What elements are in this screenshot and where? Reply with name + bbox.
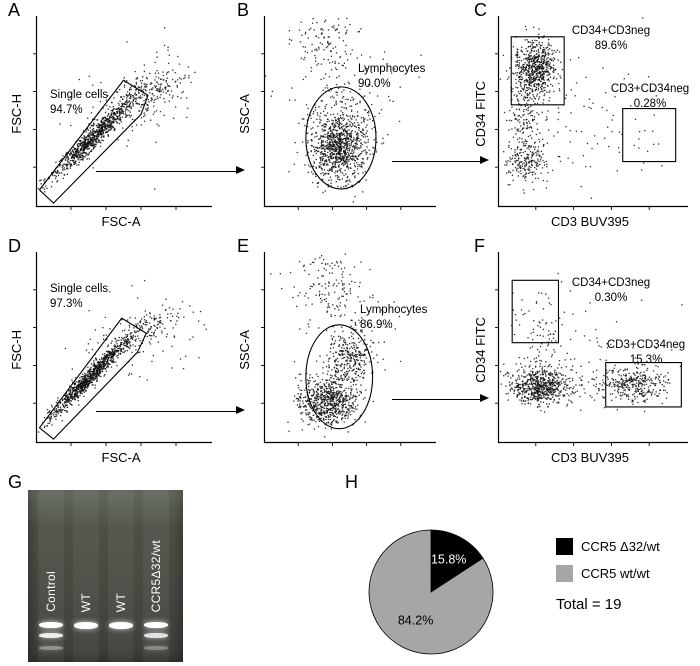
y-axis-label-f: CD34 FITC (472, 317, 488, 383)
legend-swatch (556, 538, 573, 555)
arrowhead-icon (480, 394, 489, 403)
gel-lane-ccr5d32: CCR5Δ32/wt (143, 490, 169, 662)
gate-label-b: Lymphocytes 90.0% (358, 63, 426, 90)
flow-plot-f (492, 252, 688, 448)
gel-lane-label: Control (44, 571, 58, 612)
pie-slice-1 (368, 529, 494, 655)
legend-item-d32: CCR5 Δ32/wt (556, 538, 660, 555)
flow-plot-b (258, 16, 436, 212)
panel-letter-d: D (8, 236, 21, 256)
gel-band (74, 621, 98, 629)
arrowhead-icon (236, 406, 245, 415)
panel-letter-a: A (8, 0, 21, 20)
panel-letter-b: B (237, 0, 250, 20)
pie-slice-label: 84.2% (398, 613, 433, 627)
panel-letter-c: C (474, 0, 487, 20)
flow-plot-e (258, 252, 436, 448)
pie-slice-0 (430, 529, 484, 593)
gel-band (109, 621, 133, 629)
arrow-e-to-f (392, 394, 489, 403)
gate-label-c2: CD3+CD34neg 0.28% (610, 83, 690, 110)
y-axis-label-e: SSC-A (236, 330, 252, 370)
y-axis-label-c: CD34 FITC (472, 81, 488, 147)
x-axis-label-a: FSC-A (101, 214, 141, 229)
flow-plot-d (30, 252, 212, 448)
gate-label-e: Lymphocytes 86.9% (360, 304, 428, 331)
gel-band (39, 633, 63, 639)
gate-label-a: Single cells 94.7% (50, 89, 109, 116)
y-axis-label-d: FSC-H (8, 330, 24, 370)
flow-plot-c (492, 16, 688, 212)
total-label: Total = 19 (556, 596, 622, 613)
panel-letter-f: F (474, 236, 485, 256)
arrow-a-to-b (96, 166, 245, 175)
gate-label-c1: CD34+CD3neg 89.6% (571, 25, 651, 52)
gel-lane-wt1: WT (73, 490, 99, 662)
legend-swatch (556, 565, 573, 582)
arrowhead-icon (236, 166, 245, 175)
x-axis-label-f: CD3 BUV395 (550, 450, 630, 465)
panel-letter-g: G (8, 472, 23, 492)
arrow-b-to-c (392, 156, 489, 165)
panel-letter-h: H (345, 472, 358, 492)
pie-chart: 15.8% 84.2% (368, 529, 494, 655)
x-axis-label-c: CD3 BUV395 (550, 214, 630, 229)
gel-lane-label: WT (79, 592, 93, 612)
gel-lane-label: WT (114, 592, 128, 612)
gel-image: Control WT WT CCR5Δ32/wt (28, 490, 183, 662)
panel-letter-e: E (237, 236, 250, 256)
gate-label-f1: CD34+CD3neg 0.30% (571, 277, 651, 304)
gate-label-f2: CD3+CD34neg 15.3% (606, 339, 686, 366)
pie-slice-label: 15.8% (431, 552, 466, 566)
gel-band (39, 645, 63, 650)
gel-band (144, 621, 168, 628)
arrow-d-to-e (96, 406, 245, 415)
arrowhead-icon (480, 156, 489, 165)
gel-band (39, 621, 63, 628)
gel-band (144, 645, 168, 650)
gate-label-d: Single cells 97.3% (50, 283, 109, 310)
legend-label: CCR5 wt/wt (581, 566, 650, 581)
y-axis-label-a: FSC-H (8, 94, 24, 134)
x-axis-label-d: FSC-A (101, 450, 141, 465)
flow-plot-a (30, 16, 212, 212)
legend-item-wt: CCR5 wt/wt (556, 565, 650, 582)
gel-band (144, 633, 168, 639)
y-axis-label-b: SSC-A (236, 94, 252, 134)
gel-lane-label: CCR5Δ32/wt (149, 539, 163, 612)
gel-lane-wt2: WT (108, 490, 134, 662)
legend-label: CCR5 Δ32/wt (581, 539, 660, 554)
gel-lane-control: Control (38, 490, 64, 662)
